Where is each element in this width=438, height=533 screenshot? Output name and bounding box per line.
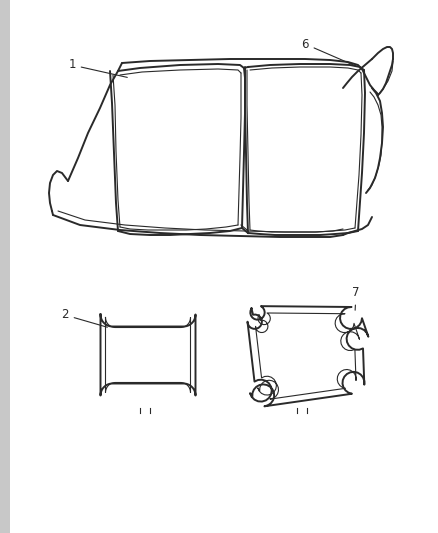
Text: 1: 1 [68, 59, 127, 77]
Bar [0, 0, 10, 533]
Text: 6: 6 [300, 37, 355, 66]
Text: 7: 7 [351, 287, 359, 310]
Text: 2: 2 [61, 309, 107, 327]
